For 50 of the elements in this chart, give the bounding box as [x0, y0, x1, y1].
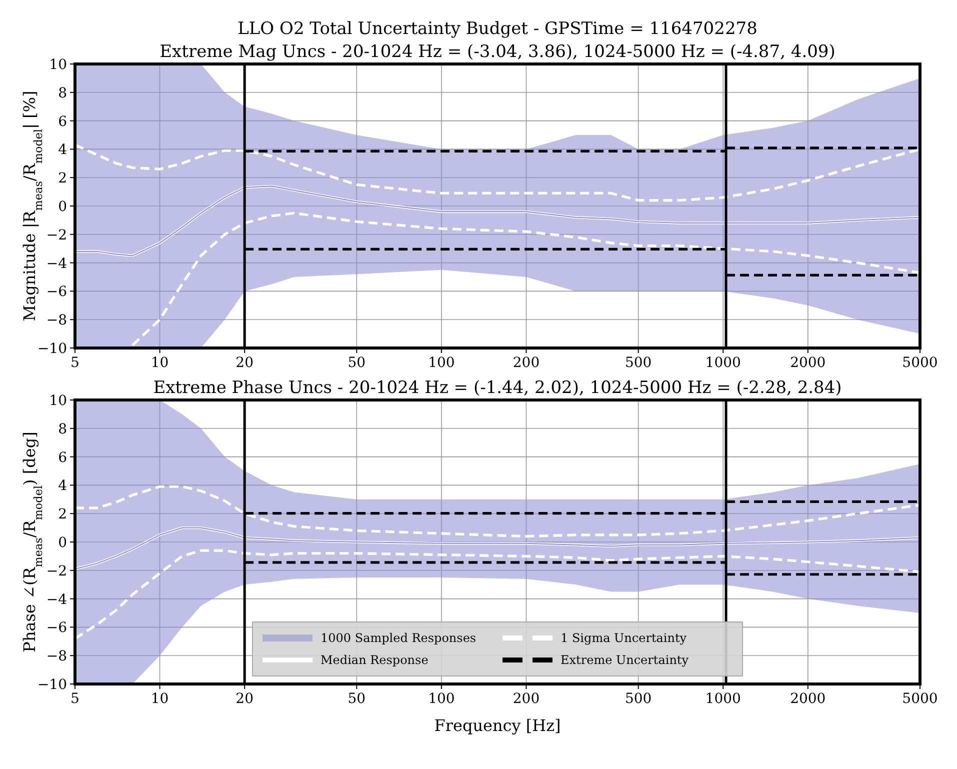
x-tick-label: 2000: [790, 355, 826, 371]
x-tick-label: 5000: [902, 691, 938, 707]
legend-label: 1000 Sampled Responses: [320, 631, 476, 645]
y-tick-label: 0: [58, 199, 67, 215]
y-tick-label: 2: [58, 170, 67, 187]
y-tick-label: −8: [46, 648, 67, 665]
x-tick-label: 5: [70, 355, 80, 371]
x-tick-label: 50: [348, 355, 366, 371]
x-tick-label: 200: [512, 691, 540, 707]
x-tick-label: 1000: [705, 355, 741, 371]
x-tick-label: 100: [428, 355, 455, 371]
y-tick-label: −10: [37, 677, 67, 693]
x-tick-label: 200: [512, 355, 540, 371]
y-tick-label: 8: [58, 85, 67, 102]
y-tick-label: 4: [58, 478, 68, 494]
y-tick-label: −4: [46, 256, 68, 272]
y-tick-label: −10: [37, 341, 67, 357]
y-tick-label: 6: [58, 114, 68, 130]
x-tick-label: 10: [150, 355, 169, 371]
legend-label: 1 Sigma Uncertainty: [560, 631, 687, 645]
chart-subtitle: Extreme Mag Uncs - 20-1024 Hz = (-3.04, 3.86), 1024-5000 Hz = (-4.87, 4.09): [160, 42, 836, 62]
x-tick-label: 500: [624, 355, 652, 371]
x-tick-label: 1000: [705, 691, 741, 707]
y-tick-label: 10: [49, 393, 67, 409]
x-tick-label: 500: [624, 691, 652, 707]
x-tick-label: 10: [150, 691, 169, 707]
x-tick-label: 20: [236, 691, 254, 707]
y-tick-label: 0: [58, 535, 67, 551]
y-tick-label: 2: [58, 506, 67, 523]
x-tick-label: 2000: [790, 691, 826, 707]
chart-title: LLO O2 Total Uncertainty Budget - GPSTime = 1164702278: [238, 19, 758, 39]
legend-label: Median Response: [320, 653, 428, 667]
x-tick-label: 5: [70, 691, 80, 707]
x-axis-title: Frequency [Hz]: [434, 716, 561, 735]
x-tick-label: 50: [348, 691, 366, 707]
y-tick-label: 10: [49, 57, 67, 73]
y-tick-label: −2: [46, 563, 67, 580]
y-tick-label: −4: [46, 592, 68, 608]
y-tick-label: 4: [58, 142, 68, 158]
y-tick-label: 6: [58, 450, 68, 466]
y-tick-label: 8: [58, 421, 67, 438]
x-tick-label: 5000: [902, 355, 938, 371]
y-tick-label: −6: [46, 284, 68, 300]
x-tick-label: 20: [236, 355, 254, 371]
x-tick-label: 100: [428, 691, 455, 707]
y-tick-label: −6: [46, 620, 68, 636]
y-tick-label: −8: [46, 312, 67, 329]
chart-title: Extreme Phase Uncs - 20-1024 Hz = (-1.44, 2.02), 1024-5000 Hz = (-2.28, 2.84): [153, 378, 842, 398]
legend-label: Extreme Uncertainty: [560, 653, 689, 667]
y-tick-label: −2: [46, 227, 67, 244]
